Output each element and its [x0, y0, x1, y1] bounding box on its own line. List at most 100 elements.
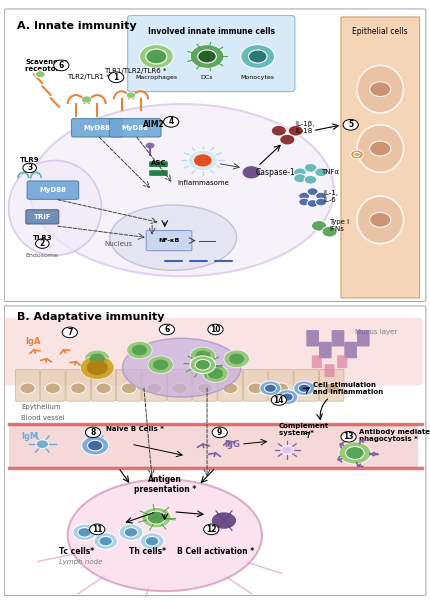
Text: Cell stimulation
and inflammation: Cell stimulation and inflammation — [312, 382, 382, 395]
Circle shape — [211, 512, 236, 529]
Circle shape — [369, 82, 390, 97]
FancyBboxPatch shape — [218, 370, 242, 401]
Text: Blood vessel: Blood vessel — [21, 415, 65, 421]
FancyBboxPatch shape — [344, 342, 356, 358]
Circle shape — [190, 356, 215, 374]
Circle shape — [144, 142, 155, 149]
Circle shape — [145, 536, 159, 546]
FancyBboxPatch shape — [27, 181, 78, 199]
Circle shape — [147, 511, 165, 524]
Circle shape — [224, 350, 249, 368]
Circle shape — [141, 508, 171, 528]
FancyBboxPatch shape — [4, 9, 425, 302]
Circle shape — [222, 383, 237, 394]
Circle shape — [62, 327, 77, 338]
Text: TLR2/TLR1 *: TLR2/TLR1 * — [68, 74, 110, 80]
Circle shape — [197, 383, 212, 394]
FancyBboxPatch shape — [66, 370, 90, 401]
Circle shape — [304, 175, 316, 184]
Circle shape — [273, 383, 288, 394]
Circle shape — [314, 168, 327, 177]
Text: Involved innate immune cells: Involved innate immune cells — [147, 27, 274, 36]
Circle shape — [207, 368, 223, 379]
Text: Epythelium: Epythelium — [21, 404, 61, 410]
Circle shape — [124, 527, 138, 537]
FancyBboxPatch shape — [91, 370, 116, 401]
Circle shape — [187, 150, 217, 171]
FancyBboxPatch shape — [127, 16, 294, 92]
FancyBboxPatch shape — [71, 119, 123, 137]
Circle shape — [35, 71, 45, 78]
Circle shape — [23, 163, 36, 173]
FancyBboxPatch shape — [149, 161, 167, 167]
Circle shape — [20, 383, 35, 394]
Circle shape — [248, 50, 267, 63]
Text: B Cell activation *: B Cell activation * — [177, 547, 253, 556]
Text: Monocytes: Monocytes — [240, 75, 274, 80]
Text: 6: 6 — [58, 61, 64, 70]
Circle shape — [270, 395, 286, 406]
Text: 12: 12 — [206, 525, 216, 534]
Circle shape — [146, 383, 162, 394]
Text: B. Adaptative immunity: B. Adaptative immunity — [17, 312, 164, 322]
Circle shape — [293, 381, 314, 395]
FancyBboxPatch shape — [336, 355, 347, 368]
Circle shape — [71, 383, 86, 394]
Circle shape — [159, 324, 174, 335]
Circle shape — [36, 239, 49, 248]
Text: Inflammasome: Inflammasome — [176, 180, 228, 186]
Text: IgA: IgA — [25, 337, 41, 346]
Circle shape — [264, 384, 276, 392]
Text: A. Innate immunity: A. Innate immunity — [17, 21, 136, 31]
Text: Lymph node: Lymph node — [59, 559, 102, 565]
Text: MyD88: MyD88 — [39, 187, 66, 193]
Text: 14: 14 — [273, 395, 283, 404]
Circle shape — [207, 324, 223, 335]
FancyBboxPatch shape — [319, 370, 343, 401]
Text: 13: 13 — [343, 432, 353, 441]
Circle shape — [87, 440, 102, 451]
FancyBboxPatch shape — [15, 370, 40, 401]
FancyBboxPatch shape — [9, 424, 417, 467]
Text: Endosome: Endosome — [25, 253, 58, 257]
Text: Tc cells*: Tc cells* — [58, 547, 93, 556]
Circle shape — [195, 359, 210, 370]
FancyBboxPatch shape — [117, 370, 141, 401]
Text: TLR1/TLR2/TLR6 *: TLR1/TLR2/TLR6 * — [104, 68, 166, 74]
Ellipse shape — [356, 65, 402, 113]
Text: TRIF: TRIF — [34, 214, 51, 220]
Circle shape — [369, 212, 390, 227]
Text: IL-1β,
IL-18: IL-1β, IL-18 — [295, 121, 314, 134]
Circle shape — [276, 390, 297, 404]
Circle shape — [315, 198, 326, 206]
Text: IL-1,
IL-6: IL-1, IL-6 — [322, 190, 338, 203]
Circle shape — [304, 163, 316, 172]
Text: 3: 3 — [27, 163, 32, 172]
Circle shape — [84, 350, 110, 368]
Circle shape — [139, 44, 173, 68]
Text: 9: 9 — [217, 428, 222, 437]
Circle shape — [310, 220, 326, 231]
Text: Scavenger
receptor *: Scavenger receptor * — [25, 59, 67, 73]
Circle shape — [242, 166, 260, 179]
Circle shape — [293, 168, 306, 177]
Circle shape — [172, 383, 187, 394]
Circle shape — [85, 427, 100, 437]
Circle shape — [298, 198, 309, 206]
FancyBboxPatch shape — [306, 330, 318, 347]
Text: 1: 1 — [114, 73, 119, 82]
Circle shape — [280, 446, 293, 454]
FancyBboxPatch shape — [109, 119, 161, 137]
FancyBboxPatch shape — [167, 370, 191, 401]
FancyBboxPatch shape — [268, 370, 292, 401]
Circle shape — [119, 524, 142, 541]
Circle shape — [147, 356, 173, 374]
Circle shape — [203, 365, 227, 382]
Text: IgG: IgG — [224, 440, 239, 449]
Ellipse shape — [356, 125, 402, 172]
FancyBboxPatch shape — [318, 342, 331, 358]
Text: MyD88: MyD88 — [83, 125, 111, 131]
Ellipse shape — [30, 104, 333, 276]
Circle shape — [96, 383, 111, 394]
Circle shape — [195, 350, 210, 361]
